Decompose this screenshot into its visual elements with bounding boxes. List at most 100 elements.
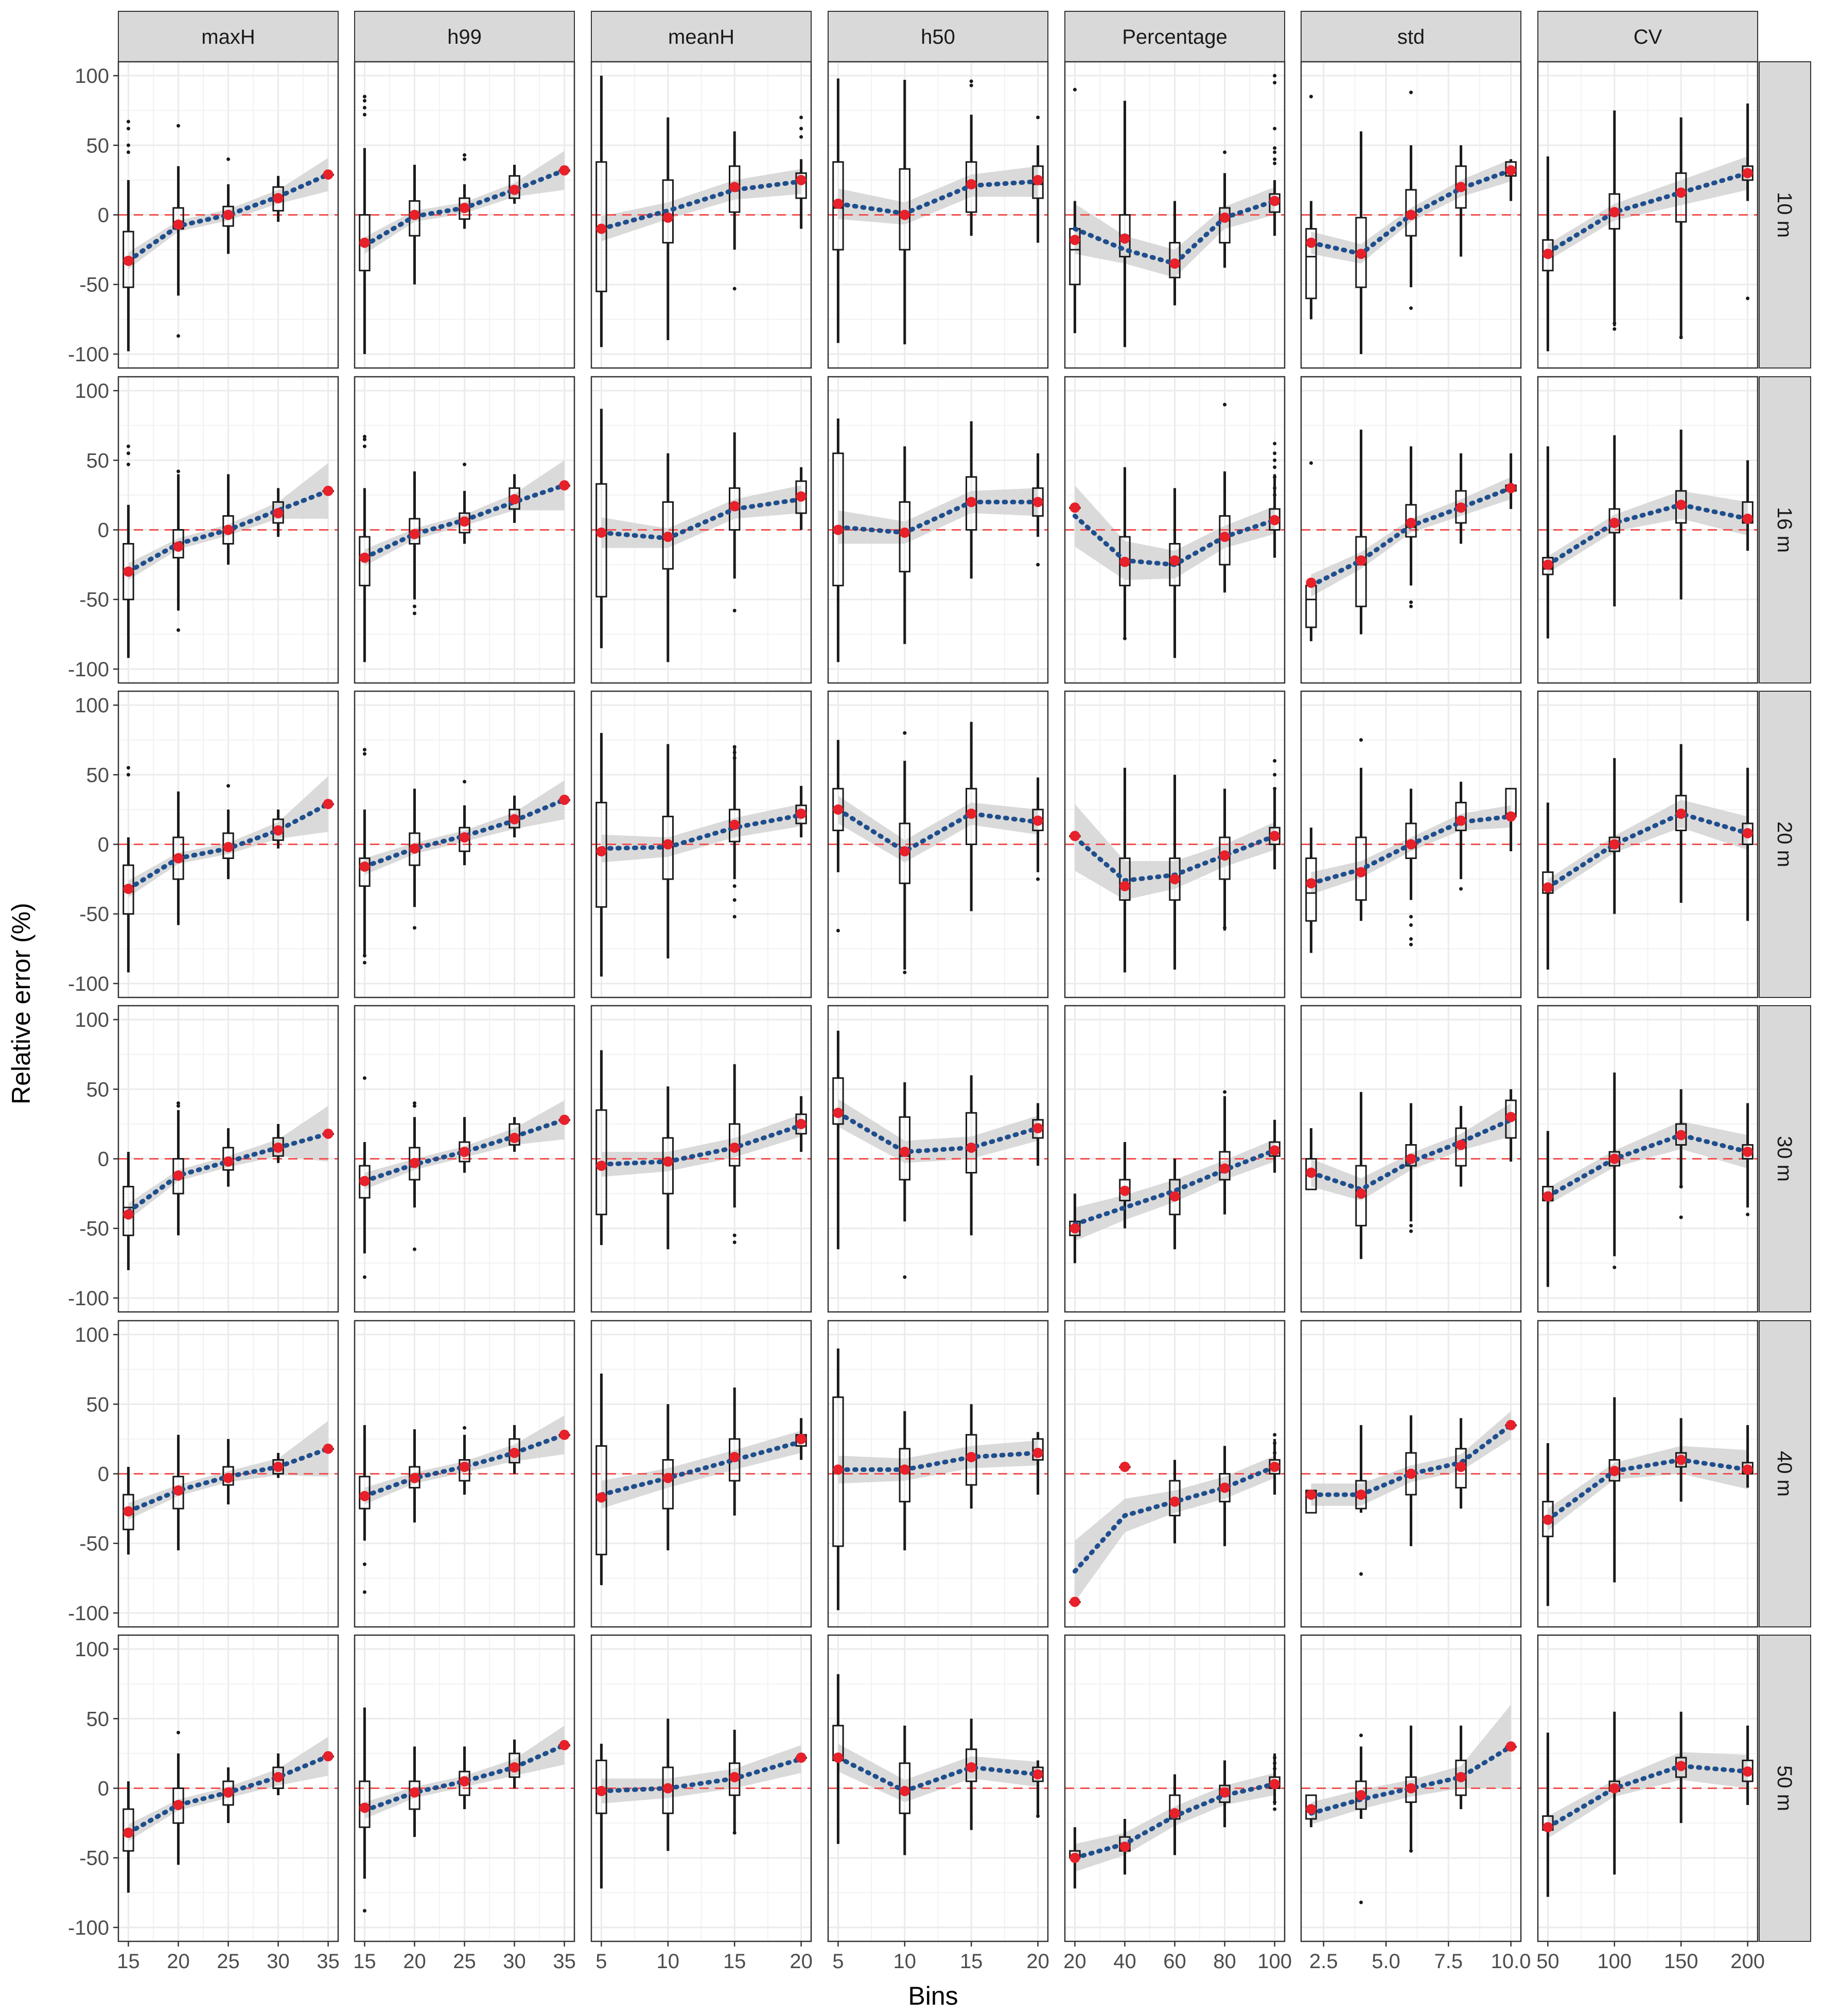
x-tick-label: 30	[503, 1950, 526, 1973]
mean-point	[729, 1452, 740, 1463]
confidence-band	[838, 1099, 1038, 1163]
mean-point	[123, 1828, 134, 1838]
y-tick-label: -50	[79, 1218, 109, 1240]
outlier-point	[1273, 786, 1277, 791]
x-tick-label: 35	[553, 1950, 576, 1973]
row-strip-20-m: 20 m	[1759, 691, 1811, 998]
panel-border	[354, 61, 575, 369]
mean-point	[966, 1142, 977, 1153]
outlier-point	[126, 444, 130, 448]
mean-point	[323, 1751, 334, 1762]
y-tick-label: 100	[75, 1638, 109, 1661]
mean-point	[323, 169, 334, 180]
box-iqr	[899, 1116, 911, 1181]
panel-border	[1064, 61, 1286, 369]
column-strip-background	[118, 11, 339, 62]
outlier-point	[126, 451, 130, 455]
x-axis-title: Bins	[908, 1982, 958, 2010]
box-plot	[1355, 131, 1367, 354]
confidence-band	[601, 1430, 801, 1509]
y-tick-label: 100	[75, 694, 109, 717]
panel-30-m-h50	[827, 1005, 1049, 1313]
mean-point	[966, 497, 977, 507]
mean-point	[273, 508, 284, 519]
row-strip-label: 10 m	[1773, 192, 1796, 238]
mean-point	[559, 1114, 570, 1125]
mean-point	[966, 809, 977, 819]
outlier-point	[362, 1909, 366, 1913]
column-strip-maxh: maxH	[118, 11, 339, 62]
outlier-point	[176, 469, 180, 474]
mean-point	[559, 794, 570, 805]
trend-line	[835, 807, 1041, 854]
mean-point	[1609, 1783, 1620, 1794]
panel-10-m-meanh	[590, 61, 812, 369]
mean-point	[323, 1128, 334, 1139]
mean-point	[1505, 1112, 1516, 1123]
outlier-point	[1273, 146, 1277, 150]
confidence-band	[1311, 1103, 1511, 1201]
outlier-point	[1273, 486, 1277, 490]
panel-border	[827, 1005, 1049, 1313]
row-strip-background	[1759, 376, 1811, 683]
mean-point	[1456, 182, 1466, 192]
y-tick-label: 0	[98, 1463, 109, 1486]
mean-point	[662, 839, 673, 850]
mean-point	[899, 1146, 910, 1157]
mean-point	[1505, 811, 1516, 822]
panel-border	[1300, 690, 1522, 998]
mean-point	[1269, 196, 1280, 206]
mean-point	[899, 527, 910, 538]
outlier-point	[412, 1104, 416, 1108]
trend-line	[1308, 1423, 1514, 1497]
mean-point	[833, 804, 844, 815]
trend-line	[126, 172, 331, 264]
box-plot	[899, 446, 911, 644]
y-tick-label: 0	[98, 834, 109, 856]
box-plot	[662, 744, 674, 959]
panel-border	[1300, 1634, 1522, 1942]
trend-line	[1545, 1132, 1750, 1199]
mean-point	[559, 1429, 570, 1440]
outlier-point	[412, 604, 416, 608]
panel-40-m-meanh	[590, 1320, 812, 1628]
mean-point	[1742, 168, 1753, 179]
trend-line	[599, 179, 804, 232]
panel-border	[1300, 376, 1522, 684]
outlier-point	[1679, 336, 1683, 339]
confidence-band	[1311, 1411, 1511, 1506]
mean-point	[409, 1158, 420, 1168]
box-plot	[122, 180, 134, 352]
box-iqr	[1405, 504, 1417, 538]
mean-point	[1032, 1447, 1043, 1458]
confidence-band	[838, 795, 1038, 863]
mean-point	[173, 541, 184, 552]
y-tick-label: 50	[86, 1078, 110, 1101]
panel-10-m-cv	[1537, 61, 1759, 369]
mean-point	[1542, 559, 1553, 570]
outlier-point	[1409, 1849, 1413, 1853]
box-iqr	[222, 1147, 234, 1171]
outlier-point	[969, 79, 973, 83]
outlier-point	[362, 1562, 366, 1566]
mean-point	[459, 1146, 470, 1157]
outlier-point	[362, 960, 366, 965]
outlier-point	[1273, 1756, 1277, 1760]
mean-point	[1406, 1153, 1416, 1164]
outlier-point	[176, 1104, 180, 1108]
trend-line	[599, 813, 804, 851]
panel-20-m-h50	[827, 690, 1049, 998]
mean-point	[273, 193, 284, 204]
box-plot	[1305, 828, 1317, 953]
outlier-point	[1273, 81, 1277, 85]
trend-line	[835, 1450, 1041, 1472]
x-tick-label: 15	[353, 1950, 376, 1973]
x-tick-label: 10.0	[1491, 1950, 1531, 1973]
outlier-point	[969, 83, 973, 87]
mean-point	[1676, 499, 1687, 510]
outlier-point	[732, 750, 737, 755]
panel-40-m-h50	[827, 1320, 1049, 1628]
box-iqr	[965, 1434, 977, 1486]
outlier-point	[903, 970, 907, 974]
